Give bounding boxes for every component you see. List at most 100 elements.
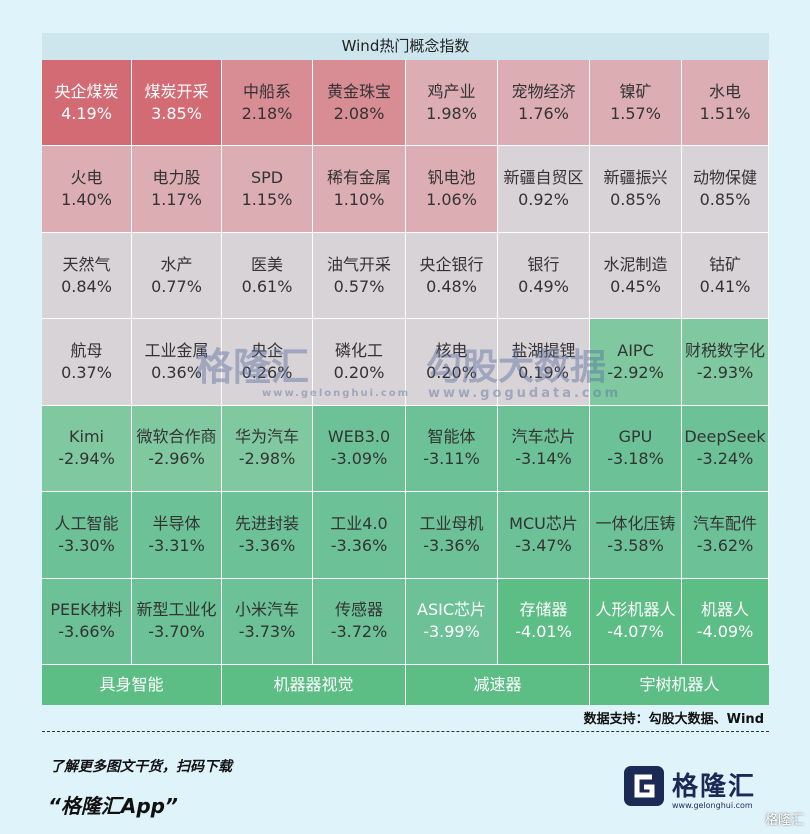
heatmap-cell: 小米汽车 -3.73%	[222, 578, 313, 665]
cell-value: 0.61%	[241, 276, 293, 296]
heatmap-bottom-row: 具身智能 机器器视觉 减速器 宇树机器人	[42, 665, 769, 705]
cell-name: 微软合作商	[136, 427, 217, 447]
cell-name: 新疆自贸区	[503, 168, 584, 188]
cell-name: 工业金属	[144, 340, 209, 360]
cell-name: 机器人	[700, 600, 749, 620]
heatmap-cell: 黄金珠宝 2.08%	[313, 60, 406, 147]
cell-value: 1.17%	[151, 190, 202, 210]
cell-name: 水电	[708, 81, 741, 101]
cell-value: 0.20%	[333, 362, 385, 382]
cell-name: 钒电池	[427, 168, 476, 188]
cell-name: 磷化工	[334, 340, 383, 360]
cell-value: 0.85%	[610, 190, 661, 210]
cell-name: 华为汽车	[234, 427, 299, 447]
cell-name: ASIC芯片	[417, 600, 486, 620]
cell-value: 0.19%	[518, 362, 569, 382]
heatmap-cell: 汽车芯片 -3.14%	[498, 405, 590, 493]
cell-value: 1.98%	[426, 103, 477, 123]
heatmap-cell: 一体化压铸 -3.58%	[590, 492, 682, 579]
heatmap-cell: AIPC -2.92%	[590, 319, 682, 406]
heatmap-cell: 人形机器人 -4.07%	[590, 578, 682, 665]
cell-value: 1.10%	[333, 190, 385, 210]
heatmap-cell: WEB3.0 -3.09%	[313, 405, 406, 493]
heatmap-cell: Kimi -2.94%	[42, 405, 132, 493]
cell-value: -2.94%	[58, 449, 115, 469]
cell-value: -3.66%	[58, 622, 115, 642]
cell-name: 新型工业化	[136, 600, 217, 620]
heatmap-cell: 半导体 -3.31%	[132, 492, 222, 579]
heatmap-cell: GPU -3.18%	[590, 405, 682, 493]
cell-value: 1.15%	[241, 190, 293, 210]
heatmap-cell: 财税数字化 -2.93%	[682, 319, 769, 406]
cell-name: 煤炭开采	[144, 81, 209, 101]
cell-value: 0.37%	[61, 362, 112, 382]
cell-name: AIPC	[617, 340, 654, 360]
cell-name: 鸡产业	[427, 81, 476, 101]
cell-name: 央企银行	[419, 254, 484, 274]
cell-value: -3.36%	[423, 535, 480, 555]
cell-value: 0.85%	[699, 190, 751, 210]
cell-name: 油气开采	[326, 254, 391, 274]
heatmap-cell: 中船系 2.18%	[222, 60, 313, 147]
promo-text: 了解更多图文干货，扫码下载	[50, 759, 232, 775]
bottom-cell: 宇树机器人	[590, 665, 769, 705]
cell-name: 央企煤炭	[54, 81, 119, 101]
cell-value: -2.98%	[238, 449, 296, 469]
cell-value: 0.92%	[518, 190, 569, 210]
heatmap-cell: 核电 0.20%	[406, 319, 498, 406]
logo-url: www.gelonghui.com	[672, 801, 753, 810]
cell-name: 盐湖提锂	[511, 340, 576, 360]
cell-name: 火电	[70, 168, 103, 188]
heatmap-cell: 水产 0.77%	[132, 232, 222, 320]
cell-name: 核电	[435, 340, 468, 360]
cell-value: -3.70%	[148, 622, 205, 642]
cell-name: 银行	[527, 254, 560, 274]
heatmap-cell: 央企银行 0.48%	[406, 232, 498, 320]
cell-name: 电力股	[152, 168, 201, 188]
divider	[42, 731, 769, 732]
cell-value: 0.57%	[333, 276, 385, 296]
cell-value: 4.19%	[61, 103, 112, 123]
heatmap-cell: 华为汽车 -2.98%	[222, 405, 313, 493]
cell-value: -3.14%	[515, 449, 572, 469]
cell-name: 先进封装	[234, 513, 299, 533]
heatmap-cell: 钒电池 1.06%	[406, 146, 498, 233]
cell-name: 动物保健	[692, 168, 757, 188]
cell-name: Kimi	[69, 427, 104, 447]
cell-value: -3.30%	[58, 535, 115, 555]
heatmap-cell: 盐湖提锂 0.19%	[498, 319, 590, 406]
cell-name: 天然气	[62, 254, 111, 274]
cell-value: 3.85%	[151, 103, 202, 123]
heatmap-cell: 钴矿 0.41%	[682, 232, 769, 320]
cell-name: 镍矿	[619, 81, 652, 101]
heatmap-cell: 先进封装 -3.36%	[222, 492, 313, 579]
cell-name: 半导体	[152, 513, 201, 533]
cell-name: 航母	[70, 340, 103, 360]
cell-value: -3.24%	[696, 449, 754, 469]
cell-value: -3.36%	[238, 535, 296, 555]
cell-value: 0.41%	[699, 276, 751, 296]
cell-name: 央企	[250, 340, 283, 360]
chart-title: Wind热门概念指数	[42, 33, 769, 61]
cell-value: -2.93%	[696, 362, 754, 382]
cell-name: 一体化压铸	[595, 513, 676, 533]
heatmap-cell: 磷化工 0.20%	[313, 319, 406, 406]
cell-name: 水产	[160, 254, 193, 274]
cell-value: 0.84%	[61, 276, 112, 296]
cell-value: 1.40%	[61, 190, 112, 210]
cell-value: -4.09%	[696, 622, 754, 642]
cell-value: -3.36%	[330, 535, 388, 555]
cell-value: -3.18%	[607, 449, 664, 469]
cell-name: 宠物经济	[511, 81, 576, 101]
heatmap-cell: 航母 0.37%	[42, 319, 132, 406]
cell-name: MCU芯片	[509, 513, 578, 533]
bottom-cell: 具身智能	[42, 665, 222, 705]
cell-value: 1.57%	[610, 103, 661, 123]
cell-name: 工业母机	[419, 513, 484, 533]
cell-value: 0.49%	[518, 276, 569, 296]
cell-value: -3.62%	[696, 535, 754, 555]
gelonghui-logo: 格隆汇 www.gelonghui.com	[622, 764, 772, 824]
cell-name: 钴矿	[708, 254, 741, 274]
cell-name: 医美	[250, 254, 283, 274]
heatmap-cell: 新疆振兴 0.85%	[590, 146, 682, 233]
